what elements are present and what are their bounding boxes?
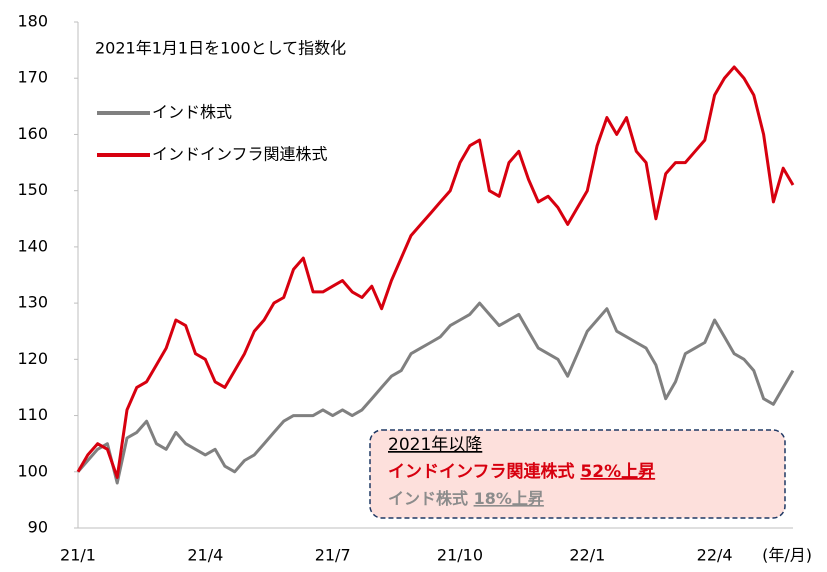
annotation-line: インド株式 18%上昇 xyxy=(388,489,544,508)
annotation-text: 52%上昇 xyxy=(580,462,655,482)
y-tick-label: 150 xyxy=(17,180,48,199)
y-tick-label: 130 xyxy=(17,293,48,312)
legend-label: インド株式 xyxy=(152,103,232,122)
x-tick-label: 21/4 xyxy=(187,546,223,565)
annotation-text: インド株式 xyxy=(388,489,474,508)
y-tick-label: 100 xyxy=(17,461,48,480)
series-line xyxy=(76,301,795,485)
x-tick-label: 21/7 xyxy=(315,546,351,565)
y-tick-label: 160 xyxy=(17,124,48,143)
x-tick-label: 22/4 xyxy=(697,546,733,565)
annotation-text: 18%上昇 xyxy=(474,489,544,508)
annotation-box xyxy=(369,429,786,519)
x-tick-label: 21/1 xyxy=(60,546,96,565)
chart-title: 2021年1月1日を100として指数化 xyxy=(95,39,346,58)
y-tick-label: 180 xyxy=(17,12,48,31)
x-tick-label: 22/1 xyxy=(569,546,605,565)
y-tick-label: 90 xyxy=(28,518,48,537)
x-tick-label: 21/10 xyxy=(437,546,483,565)
legend-label: インドインフラ関連株式 xyxy=(152,145,328,164)
annotation-text: インドインフラ関連株式 xyxy=(388,461,580,482)
y-tick-label: 120 xyxy=(17,349,48,368)
x-axis-unit: (年/月) xyxy=(762,546,812,565)
y-tick-label: 110 xyxy=(17,405,48,424)
series-line xyxy=(76,65,795,479)
annotation-line: インドインフラ関連株式 52%上昇 xyxy=(388,461,655,482)
y-tick-label: 140 xyxy=(17,236,48,255)
y-tick-label: 170 xyxy=(17,68,48,87)
annotation-line: 2021年以降 xyxy=(388,435,482,455)
